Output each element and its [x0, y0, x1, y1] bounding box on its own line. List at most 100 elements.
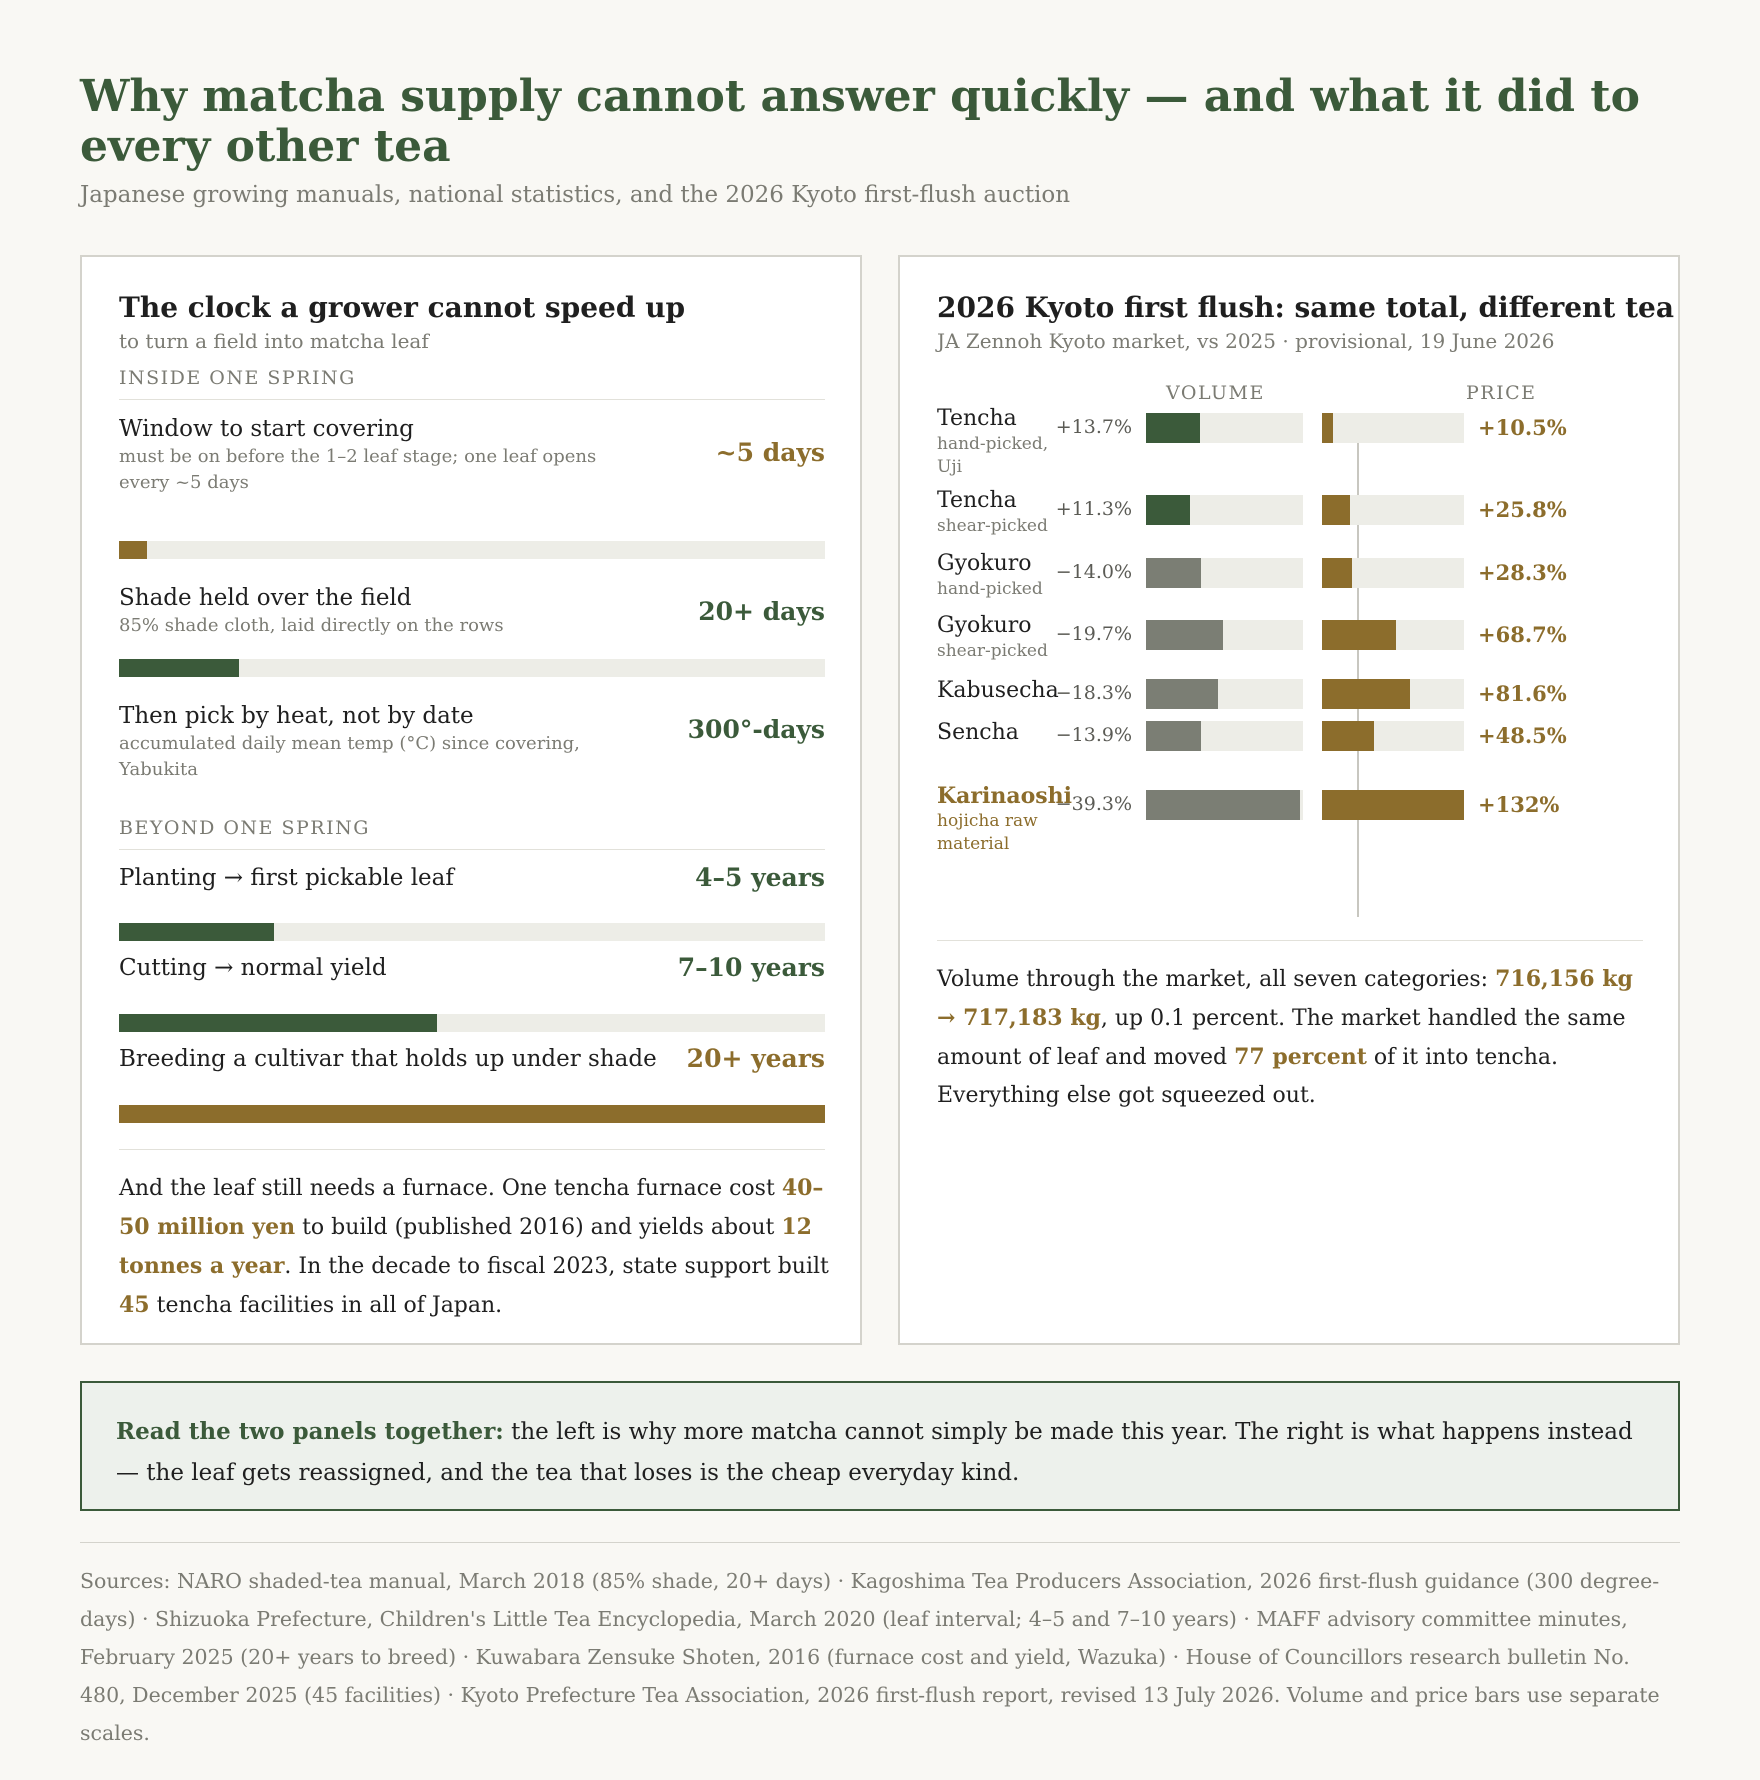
price-change-label: +48.5%: [1478, 723, 1567, 748]
volume-bar-track: [1146, 679, 1303, 709]
duration-bar-fill: [119, 923, 275, 941]
price-bar-track: [1322, 721, 1464, 751]
category-label: Sencha: [937, 719, 1077, 747]
auction-subtitle: JA Zennoh Kyoto market, vs 2025 · provis…: [937, 329, 1555, 353]
row-value: 4–5 years: [695, 863, 825, 892]
timeline-row: Planting → first pickable leaf 4–5 years: [119, 863, 825, 893]
takeaway-callout: Read the two panels together: the left i…: [80, 1381, 1680, 1511]
volume-bar: [1146, 721, 1201, 751]
price-bar-track: [1322, 558, 1464, 588]
volume-bar-track: [1146, 495, 1303, 525]
footer-divider: [80, 1542, 1680, 1543]
duration-bar-fill: [119, 1105, 825, 1123]
row-label: Window to start covering: [119, 416, 414, 442]
duration-bar: [119, 1105, 825, 1123]
duration-bar: [119, 1014, 825, 1032]
volume-bar-track: [1146, 721, 1303, 751]
category-note: hand-picked: [937, 579, 1043, 599]
callout-lead: Read the two panels together:: [116, 1418, 504, 1445]
volume-bar: [1146, 790, 1301, 820]
row-label: Shade held over the field: [119, 585, 412, 611]
callout-text: the left is why more matcha cannot simpl…: [116, 1419, 1633, 1486]
price-bar-track: [1322, 495, 1464, 525]
price-change-label: +81.6%: [1478, 681, 1567, 706]
category-label: Tencha hand-picked, Uji: [937, 405, 1077, 479]
price-bar: [1322, 620, 1396, 650]
duration-bar-fill: [119, 659, 240, 677]
price-change-label: +25.8%: [1478, 497, 1567, 522]
volume-change-label: −18.3%: [1055, 682, 1132, 704]
volume-change-label: +13.7%: [1055, 416, 1132, 438]
volume-bar: [1146, 495, 1191, 525]
category-note: shear-picked: [937, 641, 1048, 661]
furnace-paragraph: And the leaf still needs a furnace. One …: [119, 1175, 829, 1318]
category-label: Kabusecha: [937, 677, 1077, 705]
category-label: Tencha shear-picked: [937, 487, 1077, 538]
sources-note: Sources: NARO shaded-tea manual, March 2…: [80, 1569, 1660, 1745]
category-label: Gyokuro hand-picked: [937, 550, 1077, 601]
duration-bar: [119, 659, 825, 677]
price-change-label: +68.7%: [1478, 622, 1567, 647]
category-note: hojicha raw material: [937, 811, 1038, 854]
category-name: Karinaoshi: [937, 783, 1072, 809]
volume-paragraph: Volume through the market, all seven cat…: [937, 966, 1633, 1108]
price-change-label: +132%: [1478, 792, 1560, 817]
auction-title: 2026 Kyoto first flush: same total, diff…: [937, 291, 1674, 324]
price-bar: [1322, 558, 1353, 588]
volume-change-label: −39.3%: [1055, 793, 1132, 815]
price-change-label: +10.5%: [1478, 415, 1567, 440]
price-bar-track: [1322, 790, 1464, 820]
timeline-row: Then pick by heat, not by date accumulat…: [119, 701, 825, 783]
timeline-row: Shade held over the field 85% shade clot…: [119, 583, 825, 639]
row-value: 300°-days: [687, 715, 825, 744]
auction-panel: 2026 Kyoto first flush: same total, diff…: [898, 255, 1680, 1345]
row-note: must be on before the 1–2 leaf stage; on…: [119, 446, 597, 493]
duration-bar: [119, 923, 825, 941]
row-value: 7–10 years: [677, 953, 825, 982]
row-note: 85% shade cloth, laid directly on the ro…: [119, 615, 504, 636]
volume-bar: [1146, 679, 1218, 709]
timeline-row: Breeding a cultivar that holds up under …: [119, 1044, 825, 1074]
volume-bar-track: [1146, 620, 1303, 650]
row-label: Then pick by heat, not by date: [119, 703, 474, 729]
volume-column-header: VOLUME: [1166, 382, 1265, 404]
section-label-inside-spring: INSIDE ONE SPRING: [119, 367, 825, 400]
price-bar: [1322, 495, 1350, 525]
category-name: Sencha: [937, 720, 1019, 745]
volume-bar-track: [1146, 790, 1303, 820]
volume-change-label: +11.3%: [1055, 498, 1132, 520]
price-bar: [1322, 679, 1410, 709]
category-label: Gyokuro shear-picked: [937, 612, 1077, 663]
category-note: shear-picked: [937, 516, 1048, 536]
duration-bar: [119, 541, 825, 559]
price-bar: [1322, 413, 1334, 443]
row-value: 20+ days: [698, 597, 825, 626]
divider: [937, 940, 1643, 941]
row-label: Planting → first pickable leaf: [119, 865, 454, 891]
row-label: Breeding a cultivar that holds up under …: [119, 1046, 657, 1072]
volume-bar: [1146, 558, 1201, 588]
volume-bar: [1146, 413, 1200, 443]
price-bar-track: [1322, 620, 1464, 650]
category-name: Gyokuro: [937, 613, 1032, 638]
timeline-title: The clock a grower cannot speed up: [119, 291, 686, 324]
divider: [119, 1149, 825, 1150]
duration-bar-fill: [119, 1014, 437, 1032]
volume-bar-track: [1146, 413, 1303, 443]
timeline-panel: The clock a grower cannot speed up to tu…: [80, 255, 862, 1345]
category-name: Tencha: [937, 488, 1017, 513]
price-bar: [1322, 721, 1375, 751]
price-bar-track: [1322, 679, 1464, 709]
volume-bar-track: [1146, 558, 1303, 588]
price-bar: [1322, 790, 1464, 820]
volume-change-label: −13.9%: [1055, 724, 1132, 746]
row-value: ~5 days: [715, 438, 825, 467]
price-bar-track: [1322, 413, 1464, 443]
timeline-row: Cutting → normal yield 7–10 years: [119, 953, 825, 983]
row-label: Cutting → normal yield: [119, 955, 387, 981]
row-value: 20+ years: [686, 1044, 825, 1073]
timeline-subtitle: to turn a field into matcha leaf: [119, 329, 429, 353]
price-column-header: PRICE: [1466, 382, 1537, 404]
duration-bar-fill: [119, 541, 148, 559]
volume-bar: [1146, 620, 1224, 650]
